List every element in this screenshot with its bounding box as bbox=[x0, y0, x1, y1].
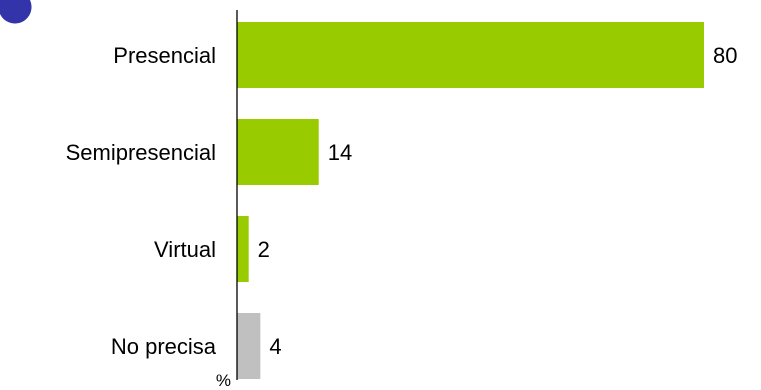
unit-label: % bbox=[216, 371, 231, 390]
bars-group bbox=[237, 22, 704, 379]
category-label: Semipresencial bbox=[66, 140, 216, 165]
value-label: 2 bbox=[258, 237, 270, 262]
corner-decoration bbox=[0, 0, 32, 24]
category-labels: Presencial Semipresencial Virtual No precis… bbox=[66, 43, 217, 359]
bar-no-precisa bbox=[237, 313, 261, 379]
value-label: 4 bbox=[269, 334, 281, 359]
category-label: Presencial bbox=[113, 43, 216, 68]
value-labels: 80 14 2 4 bbox=[258, 43, 738, 359]
value-label: 14 bbox=[328, 140, 352, 165]
bar-virtual bbox=[237, 216, 249, 282]
category-label: Virtual bbox=[154, 237, 216, 262]
category-label: No precisa bbox=[111, 334, 217, 359]
bar-presencial bbox=[237, 22, 704, 88]
value-label: 80 bbox=[713, 43, 737, 68]
bar-semipresencial bbox=[237, 119, 319, 185]
